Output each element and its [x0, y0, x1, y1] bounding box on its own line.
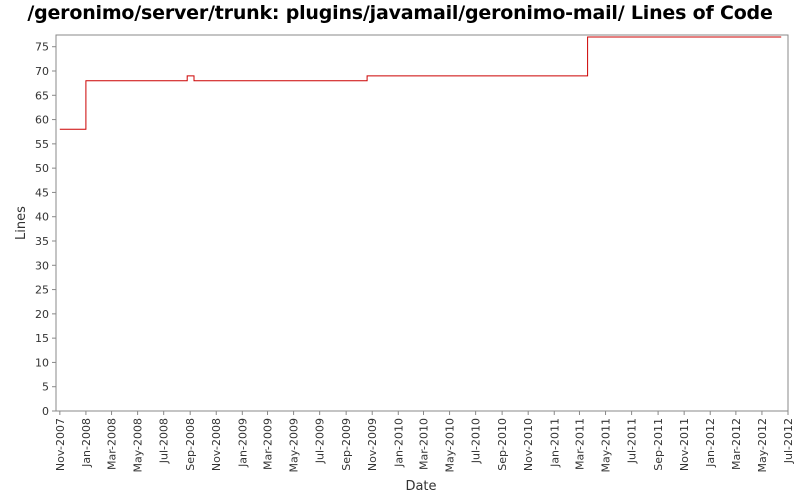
x-tick-label: Mar-2012	[730, 418, 743, 470]
y-tick-label: 0	[42, 405, 49, 418]
x-tick-label: Nov-2010	[522, 418, 535, 471]
x-tick-label: Nov-2009	[366, 418, 379, 471]
x-tick-label: May-2012	[756, 418, 769, 473]
x-tick-label: Jul-2012	[782, 418, 795, 464]
x-tick-label: Nov-2007	[54, 418, 67, 471]
x-axis: Nov-2007 Jan-2008 Mar-2008 May-2008 Jul-2008…	[54, 411, 795, 473]
y-tick-label: 55	[35, 138, 49, 151]
x-tick-label: May-2011	[600, 418, 613, 473]
y-tick-label: 10	[35, 356, 49, 369]
y-tick-label: 25	[35, 284, 49, 297]
y-tick-label: 75	[35, 41, 49, 54]
y-tick-label: 35	[35, 235, 49, 248]
x-tick-label: Sep-2008	[184, 418, 197, 471]
y-tick-label: 15	[35, 332, 49, 345]
x-tick-label: Mar-2011	[573, 418, 586, 470]
y-axis-label: Lines	[14, 206, 29, 240]
x-tick-label: Jul-2008	[158, 418, 171, 464]
x-tick-label: Sep-2010	[496, 418, 509, 471]
y-tick-label: 30	[35, 259, 49, 272]
y-axis: 0 5 10 15 20 25 30 35 40 45 50 55 60 65 70 75	[35, 41, 56, 418]
y-tick-label: 60	[35, 114, 49, 127]
x-tick-label: Jan-2012	[704, 418, 717, 468]
x-tick-label: Jan-2010	[392, 418, 405, 468]
plot-frame	[55, 34, 789, 412]
x-tick-label: Jan-2008	[80, 418, 93, 468]
x-tick-label: Jul-2009	[314, 418, 327, 464]
x-tick-label: May-2010	[444, 418, 457, 473]
y-tick-label: 20	[35, 308, 49, 321]
y-tick-label: 40	[35, 211, 49, 224]
x-tick-label: Jan-2011	[548, 418, 561, 468]
y-tick-label: 45	[35, 186, 49, 199]
series-layer	[59, 36, 782, 130]
x-tick-label: Nov-2011	[678, 418, 691, 471]
x-axis-label: Date	[405, 479, 436, 494]
series-line	[59, 36, 782, 130]
x-tick-label: Mar-2010	[417, 418, 430, 470]
x-tick-label: Jan-2009	[236, 418, 249, 468]
x-tick-label: Mar-2008	[106, 418, 119, 470]
x-tick-label: Sep-2011	[652, 418, 665, 471]
x-tick-label: Mar-2009	[262, 418, 275, 470]
x-tick-label: Jul-2011	[626, 418, 639, 464]
x-tick-label: May-2009	[288, 418, 301, 473]
x-tick-label: Jul-2010	[470, 418, 483, 464]
x-tick-label: Nov-2008	[210, 418, 223, 471]
x-tick-label: May-2008	[132, 418, 145, 473]
x-tick-label: Sep-2009	[340, 418, 353, 471]
chart-title: /geronimo/server/trunk: plugins/javamail…	[27, 2, 773, 24]
y-tick-label: 5	[42, 381, 49, 394]
y-tick-label: 50	[35, 162, 49, 175]
y-tick-label: 70	[35, 65, 49, 78]
y-tick-label: 65	[35, 89, 49, 102]
